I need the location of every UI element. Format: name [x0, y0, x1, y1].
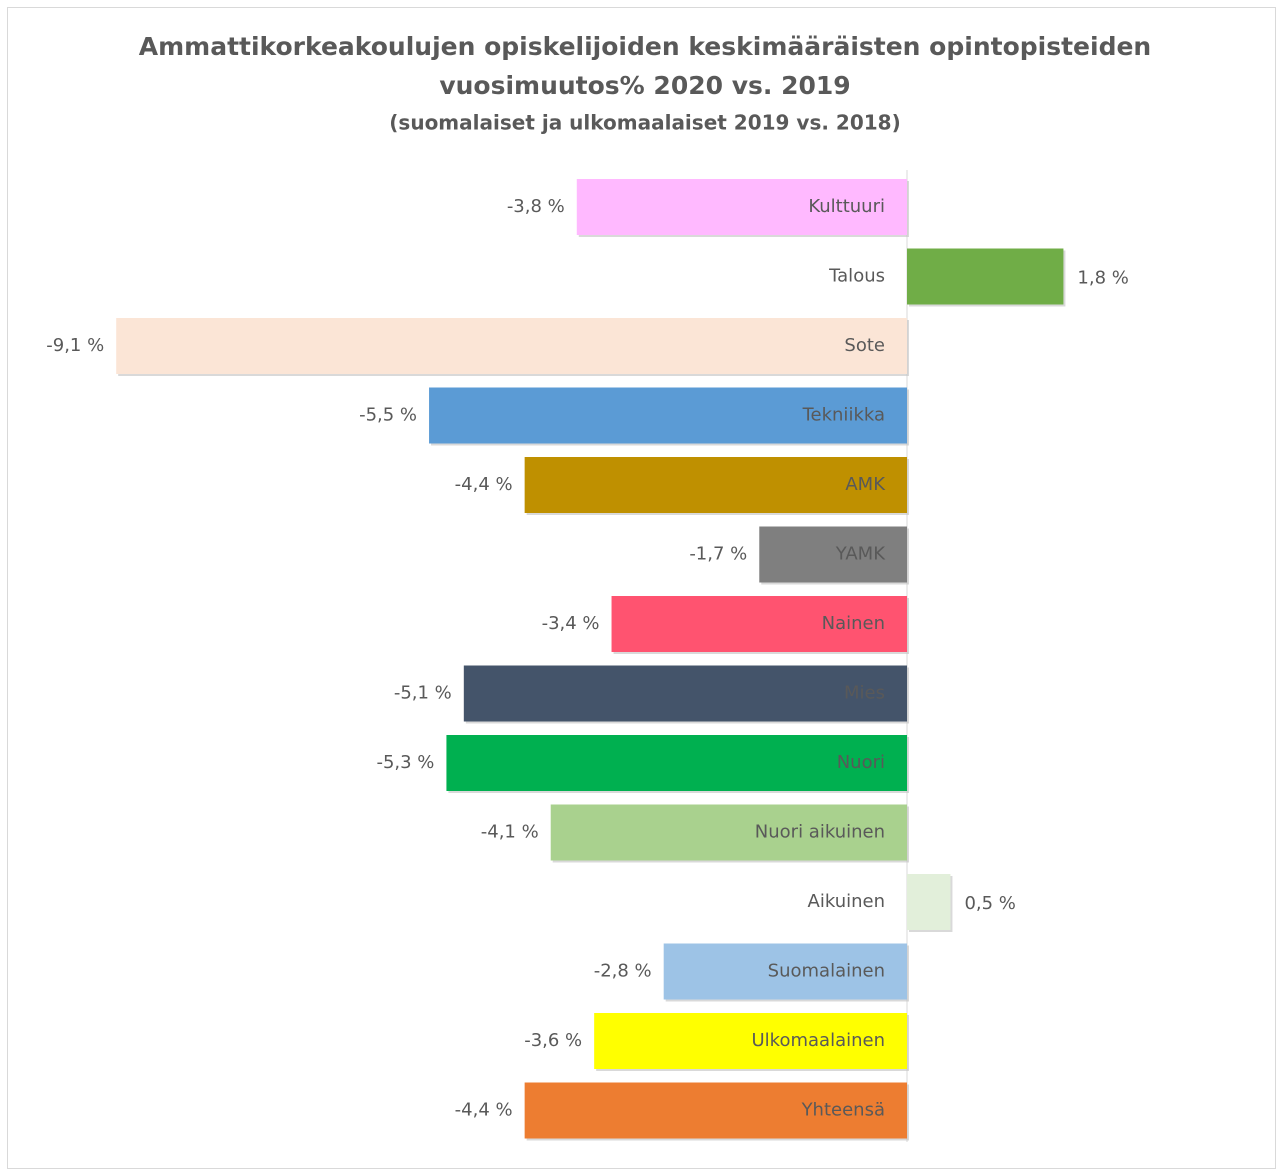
bar [663, 943, 907, 1000]
value-label: 0,5 % [964, 893, 1015, 914]
value-label: -4,4 % [455, 474, 513, 495]
value-label: -3,4 % [542, 613, 600, 634]
category-label: Ulkomaalainen [752, 1030, 886, 1051]
category-label: Suomalainen [768, 961, 885, 982]
bar [576, 179, 907, 235]
value-label: -5,3 % [376, 752, 434, 773]
value-label: -3,8 % [507, 196, 565, 217]
category-label: Sote [844, 335, 885, 356]
category-label: YAMK [835, 544, 886, 565]
category-label: Aikuinen [808, 891, 885, 912]
value-label: 1,8 % [1077, 268, 1128, 289]
bar [463, 665, 907, 722]
chart-subtitle: (suomalaiset ja ulkomaalaiset 2019 vs. 2… [389, 111, 900, 135]
bar [907, 874, 951, 930]
bar [116, 318, 907, 374]
chart-title: vuosimuutos% 2020 vs. 2019 [439, 71, 850, 100]
category-label: Kulttuuri [808, 196, 885, 217]
bar [759, 526, 907, 583]
value-label: -4,4 % [455, 1100, 513, 1121]
category-label: Nuori aikuinen [755, 822, 885, 843]
category-label: Talous [828, 266, 885, 287]
category-label: Tekniikka [802, 405, 885, 426]
category-label: Nuori [837, 752, 885, 773]
value-label: -5,5 % [359, 405, 417, 426]
category-label: Mies [844, 683, 885, 704]
chart-title: Ammattikorkeakoulujen opiskelijoiden kes… [139, 32, 1151, 61]
bar [524, 457, 907, 513]
value-label: -4,1 % [481, 822, 539, 843]
bar [524, 1082, 907, 1139]
value-label: -5,1 % [394, 683, 452, 704]
value-label: -2,8 % [594, 961, 652, 982]
bar [907, 248, 1064, 305]
value-label: -1,7 % [689, 544, 747, 565]
bar [611, 596, 907, 652]
category-label: AMK [845, 474, 886, 495]
bar [594, 1013, 907, 1069]
bar [429, 387, 907, 444]
value-label: -9,1 % [46, 335, 104, 356]
category-label: Nainen [822, 613, 885, 634]
value-label: -3,6 % [524, 1030, 582, 1051]
bar [446, 735, 907, 791]
category-label: Yhteensä [801, 1100, 885, 1121]
bar [550, 804, 907, 861]
